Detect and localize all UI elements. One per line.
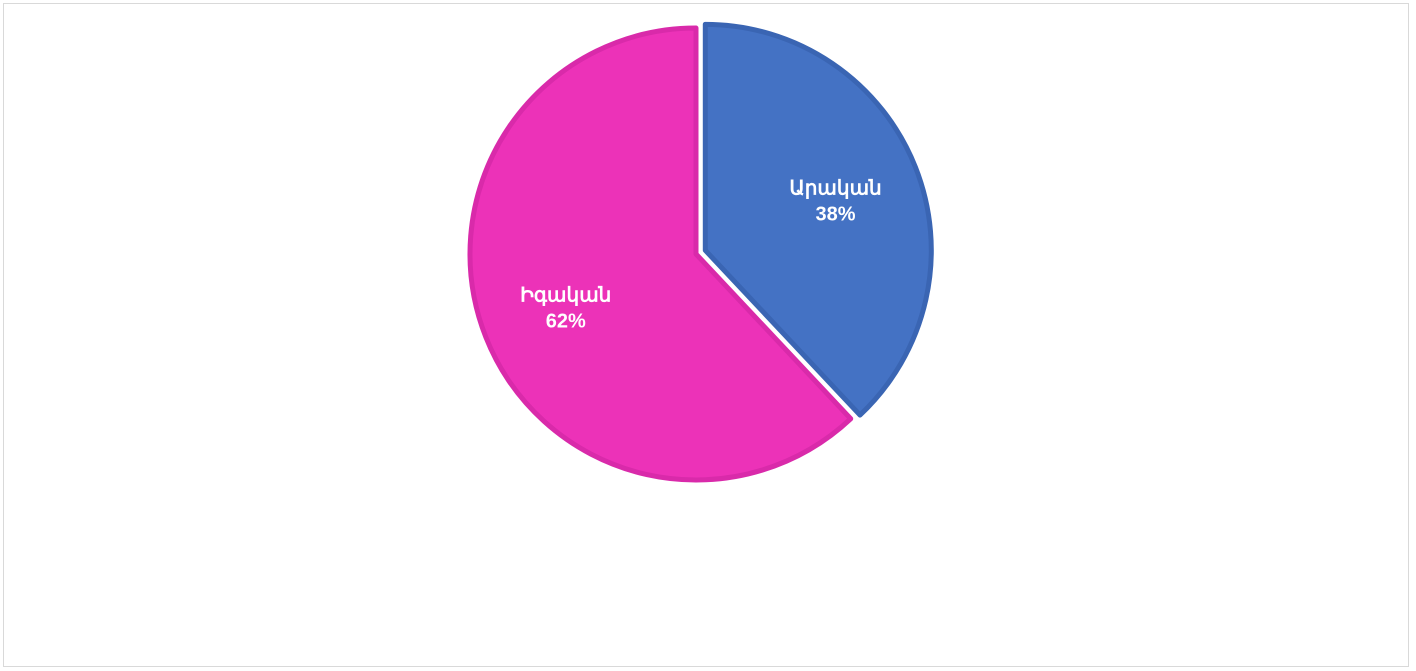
- chart-area: Արական 38% Իգական 62%: [3, 3, 1409, 667]
- slice-value-label: 38%: [816, 204, 856, 226]
- pie-slice-2: [467, 25, 854, 483]
- pie-labels: Արական 38% Իգական 62%: [520, 178, 882, 333]
- pie-chart: Արական 38% Իգական 62%: [467, 21, 934, 483]
- slice-category-label: Արական: [789, 178, 881, 200]
- slice-value-label: 62%: [546, 311, 586, 333]
- pie-slice-1: [702, 21, 934, 418]
- slice-category-label: Իգական: [520, 285, 611, 307]
- pie-slices: [467, 21, 934, 483]
